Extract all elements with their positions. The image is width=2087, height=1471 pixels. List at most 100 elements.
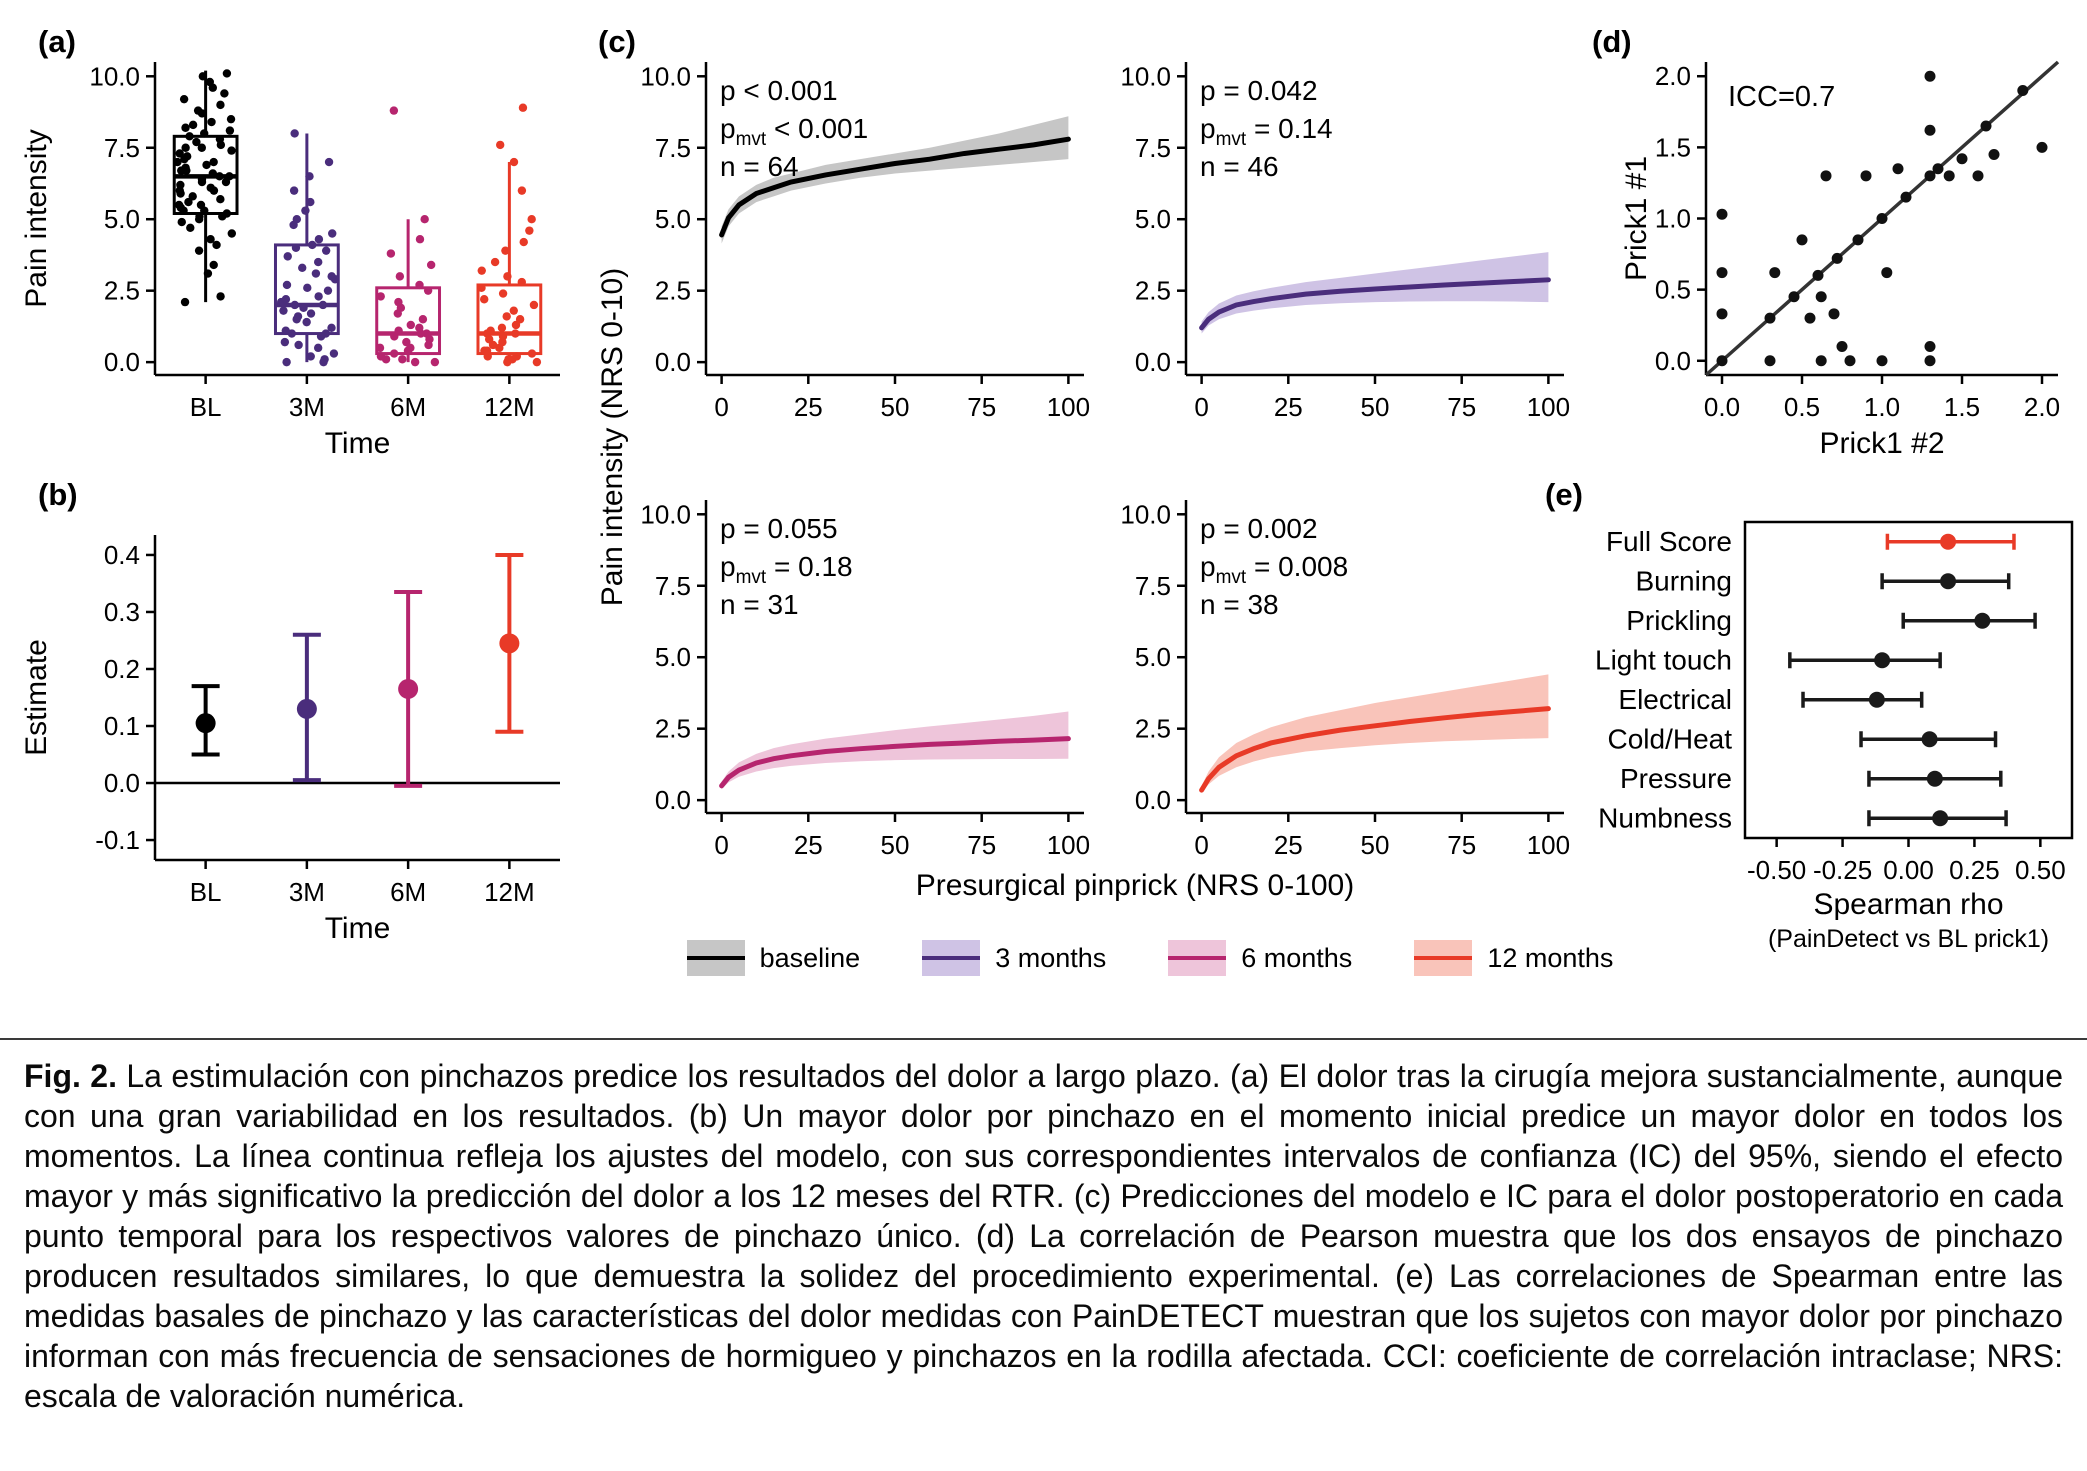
jitter-point bbox=[292, 215, 302, 224]
legend-label-6-months: 6 months bbox=[1241, 942, 1353, 973]
jitter-point bbox=[477, 283, 486, 293]
jitter-point bbox=[299, 303, 308, 313]
jitter-point bbox=[308, 240, 317, 250]
legend-item-baseline: baseline bbox=[686, 940, 861, 976]
jitter-point bbox=[320, 355, 329, 364]
scatter-point bbox=[1924, 355, 1936, 367]
panel-label-d: (d) bbox=[1592, 24, 1632, 59]
jitter-point bbox=[173, 157, 182, 167]
scatter-point bbox=[1924, 170, 1936, 182]
jitter-point bbox=[415, 280, 424, 290]
jitter-point bbox=[420, 215, 429, 224]
tick-label: 10.0 bbox=[640, 499, 691, 529]
tick-label: 0.0 bbox=[1704, 392, 1740, 422]
tick-label: -0.25 bbox=[1813, 855, 1872, 885]
tick-label: 25 bbox=[1274, 392, 1303, 422]
jitter-point bbox=[329, 349, 339, 358]
jitter-point bbox=[327, 272, 336, 281]
jitter-point bbox=[498, 289, 508, 298]
panel-border bbox=[1743, 520, 2074, 840]
jitter-point bbox=[394, 326, 403, 335]
jitter-point bbox=[314, 235, 324, 244]
tick-label: 25 bbox=[1274, 830, 1303, 860]
legend-label-baseline: baseline bbox=[759, 942, 861, 973]
tick-label: 0 bbox=[714, 830, 728, 860]
tick-label: 75 bbox=[967, 392, 996, 422]
jitter-point bbox=[209, 260, 218, 270]
tick-label: 0.0 bbox=[1135, 785, 1171, 815]
jitter-point bbox=[215, 172, 224, 181]
jitter-point bbox=[282, 357, 291, 367]
tick-label: 0.0 bbox=[655, 347, 691, 377]
scatter-point bbox=[1716, 308, 1728, 320]
figure-legend: baseline 3 months 6 months 12 months bbox=[600, 940, 1700, 976]
estimate-point bbox=[195, 713, 216, 734]
scatter-point bbox=[1796, 234, 1808, 246]
jitter-point bbox=[389, 349, 399, 358]
jitter-point bbox=[220, 89, 229, 98]
jitter-point bbox=[389, 106, 399, 115]
figure-caption: Fig. 2. La estimulación con pinchazos pr… bbox=[24, 1056, 2063, 1416]
jitter-point bbox=[501, 246, 510, 255]
jitter-point bbox=[323, 286, 333, 295]
jitter-point bbox=[198, 72, 208, 81]
jitter-point bbox=[185, 132, 194, 141]
scatter-point bbox=[1831, 252, 1843, 264]
jitter-point bbox=[205, 77, 215, 87]
jitter-point bbox=[225, 126, 235, 135]
tick-label: 2.5 bbox=[104, 276, 140, 306]
jitter-point bbox=[301, 206, 310, 215]
row-label: Pressure bbox=[1620, 763, 1732, 794]
tick-label: 50 bbox=[881, 830, 910, 860]
row-label: Electrical bbox=[1618, 684, 1732, 715]
jitter-point bbox=[202, 160, 211, 170]
fit-line-12 months bbox=[1199, 706, 1551, 793]
tick-label: 100 bbox=[1527, 392, 1570, 422]
estimate-point bbox=[1940, 573, 1957, 590]
legend-swatch-12-months bbox=[1414, 940, 1473, 976]
jitter-point bbox=[212, 240, 221, 250]
row-label: Cold/Heat bbox=[1607, 723, 1732, 754]
jitter-point bbox=[174, 200, 184, 210]
estimate-point bbox=[1868, 691, 1885, 708]
y-axis-title: Pain intensity bbox=[20, 129, 53, 307]
jitter-point bbox=[195, 212, 204, 221]
tick-label: 2.5 bbox=[655, 714, 691, 744]
tick-label: -0.1 bbox=[95, 825, 140, 855]
jitter-point bbox=[509, 157, 519, 167]
estimate-point bbox=[398, 678, 419, 699]
legend-label-12-months: 12 months bbox=[1487, 942, 1614, 973]
jitter-point bbox=[291, 243, 301, 252]
jitter-point bbox=[430, 357, 440, 367]
jitter-point bbox=[517, 186, 527, 195]
row-label: Burning bbox=[1635, 565, 1732, 596]
scatter-point bbox=[1820, 170, 1832, 182]
scatter-point bbox=[2036, 141, 2048, 153]
jitter-point bbox=[515, 315, 525, 324]
tick-label: 5.0 bbox=[655, 642, 691, 672]
jitter-point bbox=[196, 200, 206, 210]
jitter-point bbox=[314, 292, 323, 301]
scatter-point bbox=[1924, 341, 1936, 353]
jitter-point bbox=[376, 352, 386, 361]
jitter-point bbox=[216, 100, 225, 110]
n-value: n = 64 bbox=[720, 151, 799, 182]
tick-label: 0.3 bbox=[104, 597, 140, 627]
jitter-point bbox=[306, 197, 315, 207]
box-3M bbox=[273, 243, 340, 336]
scatter-point bbox=[1815, 291, 1827, 303]
jitter-point bbox=[324, 157, 334, 167]
jitter-point bbox=[182, 152, 192, 161]
n-value: n = 46 bbox=[1200, 151, 1279, 182]
jitter-point bbox=[283, 252, 292, 261]
tick-label: 2.5 bbox=[1135, 714, 1171, 744]
tick-label: 0.1 bbox=[104, 711, 140, 741]
tick-label: 25 bbox=[794, 392, 823, 422]
jitter-point bbox=[426, 260, 436, 270]
scatter-point bbox=[1860, 170, 1872, 182]
scatter-point bbox=[1881, 267, 1893, 279]
jitter-point bbox=[279, 306, 288, 315]
jitter-point bbox=[498, 332, 508, 341]
scatter-point bbox=[1900, 191, 1912, 203]
scatter-point bbox=[1852, 234, 1864, 246]
